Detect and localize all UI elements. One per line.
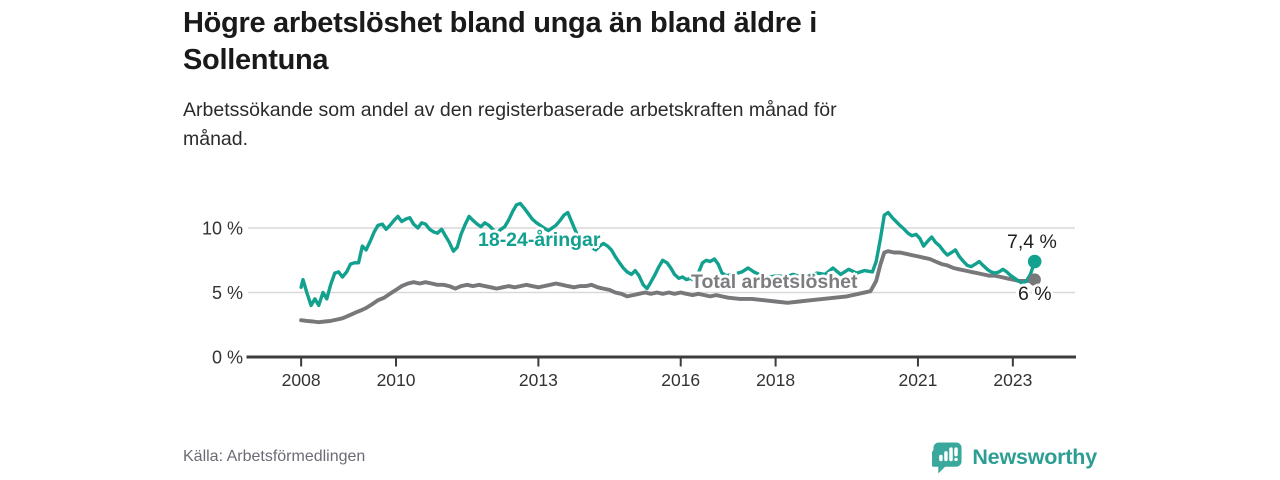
chart-footer: Källa: Arbetsförmedlingen Newsworthy (183, 438, 1097, 476)
x-tick-label: 2018 (756, 370, 795, 390)
series-line-total (299, 249, 1037, 325)
newsworthy-logo[interactable]: Newsworthy (932, 441, 1097, 474)
end-value-label-total: 6 % (1018, 283, 1052, 305)
chart-title-line: Högre arbetslöshet bland unga än bland ä… (183, 7, 817, 39)
x-tick-label: 2013 (519, 370, 558, 390)
chart-subtitle: Arbetssökande som andel av den registerb… (183, 96, 1043, 154)
series-label-total: Total arbetslöshet (691, 271, 858, 293)
chart-subtitle-line: månad. (183, 128, 249, 150)
chart-subtitle-line: Arbetssökande som andel av den registerb… (183, 99, 837, 121)
x-tick-label: 2016 (661, 370, 700, 390)
newsworthy-wordmark: Newsworthy (972, 444, 1097, 469)
end-dot-total (1028, 273, 1041, 286)
series-line-youth (299, 201, 1037, 308)
x-tick-label: 2021 (898, 370, 937, 390)
chart-title-line: Sollentuna (183, 44, 329, 76)
newsworthy-bubble-chart-icon (932, 441, 962, 473)
end-value-label-youth: 7,4 % (1007, 231, 1057, 253)
source-note: Källa: Arbetsförmedlingen (183, 448, 366, 465)
y-tick-label: 5 % (212, 283, 243, 303)
series-label-youth: 18-24-åringar (478, 229, 601, 251)
end-dot-youth (1027, 254, 1042, 269)
x-tick-label: 2010 (377, 370, 416, 390)
x-tick-label: 2023 (993, 370, 1032, 390)
y-tick-label: 0 % (212, 348, 243, 368)
x-tick-label: 2008 (282, 370, 321, 390)
chart-title: Högre arbetslöshet bland unga än bland ä… (183, 5, 1043, 79)
y-tick-label: 10 % (202, 219, 243, 239)
